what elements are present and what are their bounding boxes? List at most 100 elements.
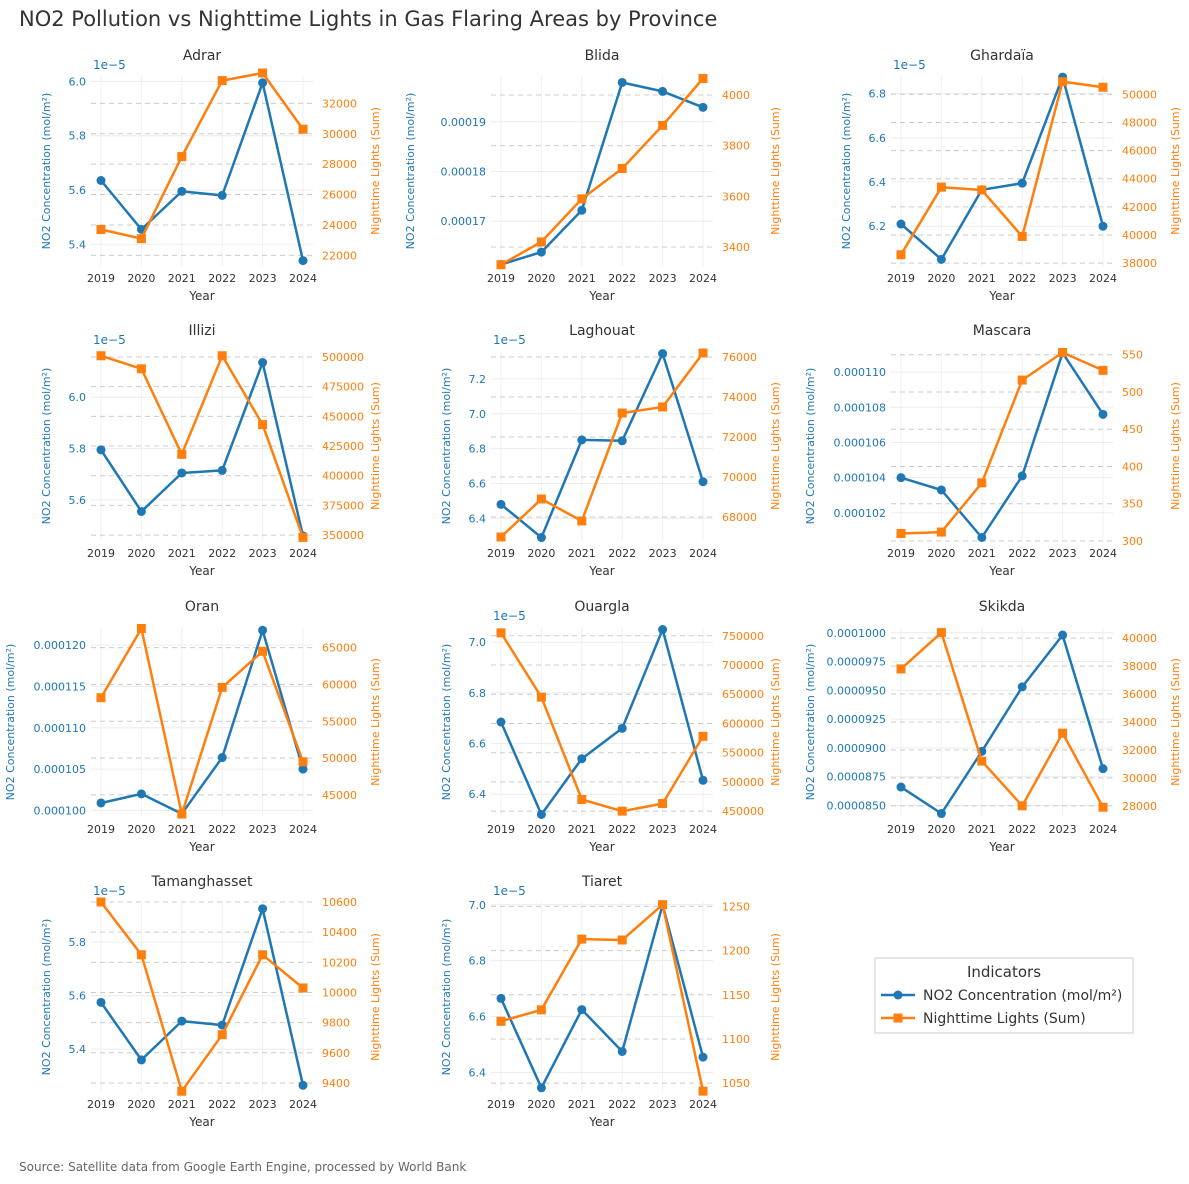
no2-point [896,219,906,229]
lights-point [536,692,546,702]
right-tick-label: 10200 [322,956,357,969]
right-tick-label: 1100 [722,1033,750,1046]
no2-point [258,904,268,914]
no2-point [258,358,268,368]
x-tick-label: 2021 [968,272,996,285]
x-tick-label: 2019 [87,272,115,285]
right-tick-label: 9800 [322,1017,350,1030]
panel-title: Blida [585,48,620,64]
left-axis-label: NO2 Concentration (mol/m²) [440,919,453,1076]
chart-panel-skikda: Skikda 0.0000850 0.0000875 0.0000900 0.00009… [804,599,1182,854]
left-tick-label: 6.8 [469,443,487,456]
right-axis-label: Nighttime Lights (Sum) [369,933,382,1061]
no2-point [496,993,506,1003]
no2-series-line [500,352,705,539]
right-tick-label: 65000 [322,642,357,655]
right-tick-label: 10400 [322,926,357,939]
no2-point [136,1055,146,1065]
x-tick-label: 2022 [608,547,636,560]
left-tick-label: 0.000104 [834,472,887,485]
x-axis-label: Year [588,289,614,303]
x-tick-label: 2021 [168,547,196,560]
x-axis-label: Year [188,840,214,854]
right-tick-label: 46000 [1122,145,1157,158]
no2-point [658,86,668,96]
no2-point [536,247,546,257]
right-tick-label: 1050 [722,1077,750,1090]
right-tick-label: 32000 [1122,744,1157,757]
x-tick-label: 2024 [1089,823,1117,836]
chart-panel-ghardaïa: Ghardaïa 6.2 6.4 6.6 6.8 38000 40000 42000 44000… [840,48,1182,303]
left-tick-label: 0.000110 [834,366,887,379]
x-tick-label: 2020 [127,547,155,560]
lights-point [217,682,227,692]
lights-series-line [500,903,705,1092]
legend[interactable]: Indicators NO2 Concentration (mol/m²) Ni… [874,957,1134,1034]
chart-panel-oran: Oran 0.000100 0.000105 0.000110 0.000115 0.00… [4,599,382,854]
x-tick-label: 2020 [927,547,955,560]
no2-point [96,798,106,808]
x-tick-label: 2023 [249,272,277,285]
right-axis-label: Nighttime Lights (Sum) [1169,382,1182,510]
panel-title: Laghouat [569,323,635,339]
x-tick-label: 2019 [887,547,915,560]
lights-point [977,185,987,195]
x-tick-label: 2020 [127,1098,155,1111]
no2-series-line [100,629,305,815]
right-tick-label: 1250 [722,900,750,913]
no2-point [1098,221,1108,231]
x-tick-label: 2023 [1049,272,1077,285]
lights-point [496,532,506,542]
x-tick-label: 2023 [249,1098,277,1111]
no2-point [217,753,227,763]
x-axis-label: Year [588,564,614,578]
lights-point [136,234,146,244]
lights-point [617,806,627,816]
lights-series-line [100,71,305,240]
lights-series-line [900,351,1104,535]
x-tick-label: 2024 [1089,272,1117,285]
no2-point [136,506,146,516]
legend-item-no2: NO2 Concentration (mol/m²) [923,988,1122,1004]
no2-point [258,625,268,635]
x-tick-label: 2022 [1008,272,1036,285]
lights-point [298,124,308,134]
left-tick-label: 5.6 [69,990,87,1003]
no2-series-line [499,628,705,816]
x-tick-label: 2023 [649,823,677,836]
no2-point [577,205,587,215]
right-tick-label: 45000 [322,789,357,802]
left-tick-label: 6.0 [69,391,87,404]
left-tick-label: 6.8 [469,687,487,700]
x-tick-label: 2021 [168,823,196,836]
left-tick-label: 5.8 [69,443,87,456]
right-axis-label: Nighttime Lights (Sum) [369,658,382,786]
right-tick-label: 1200 [722,945,750,958]
lights-point [258,420,268,430]
lights-point [536,1005,546,1015]
right-tick-label: 28000 [1122,800,1157,813]
left-tick-label: 6.2 [869,220,887,233]
x-axis-label: Year [988,289,1014,303]
x-tick-label: 2023 [249,547,277,560]
right-tick-label: 50000 [1122,88,1157,101]
lights-point [217,351,227,361]
no2-series-line [500,81,704,266]
left-tick-label: 0.0000850 [827,799,887,812]
panel-title: Ghardaïa [970,48,1034,64]
left-tick-label: 6.4 [469,512,487,525]
no2-point [617,77,627,87]
right-tick-label: 700000 [722,659,764,672]
lights-point [136,623,146,633]
left-axis-label: NO2 Concentration (mol/m²) [804,644,817,801]
left-axis-multiplier: 1e−5 [93,333,126,347]
no2-series-line [100,81,305,261]
lights-point [658,120,668,130]
lights-point [1098,365,1108,375]
lights-series-line [100,354,305,538]
lights-point [258,68,268,78]
no2-point [936,485,946,495]
x-axis-label: Year [188,564,214,578]
left-tick-label: 0.00017 [441,215,487,228]
panel-title: Oran [185,599,219,615]
